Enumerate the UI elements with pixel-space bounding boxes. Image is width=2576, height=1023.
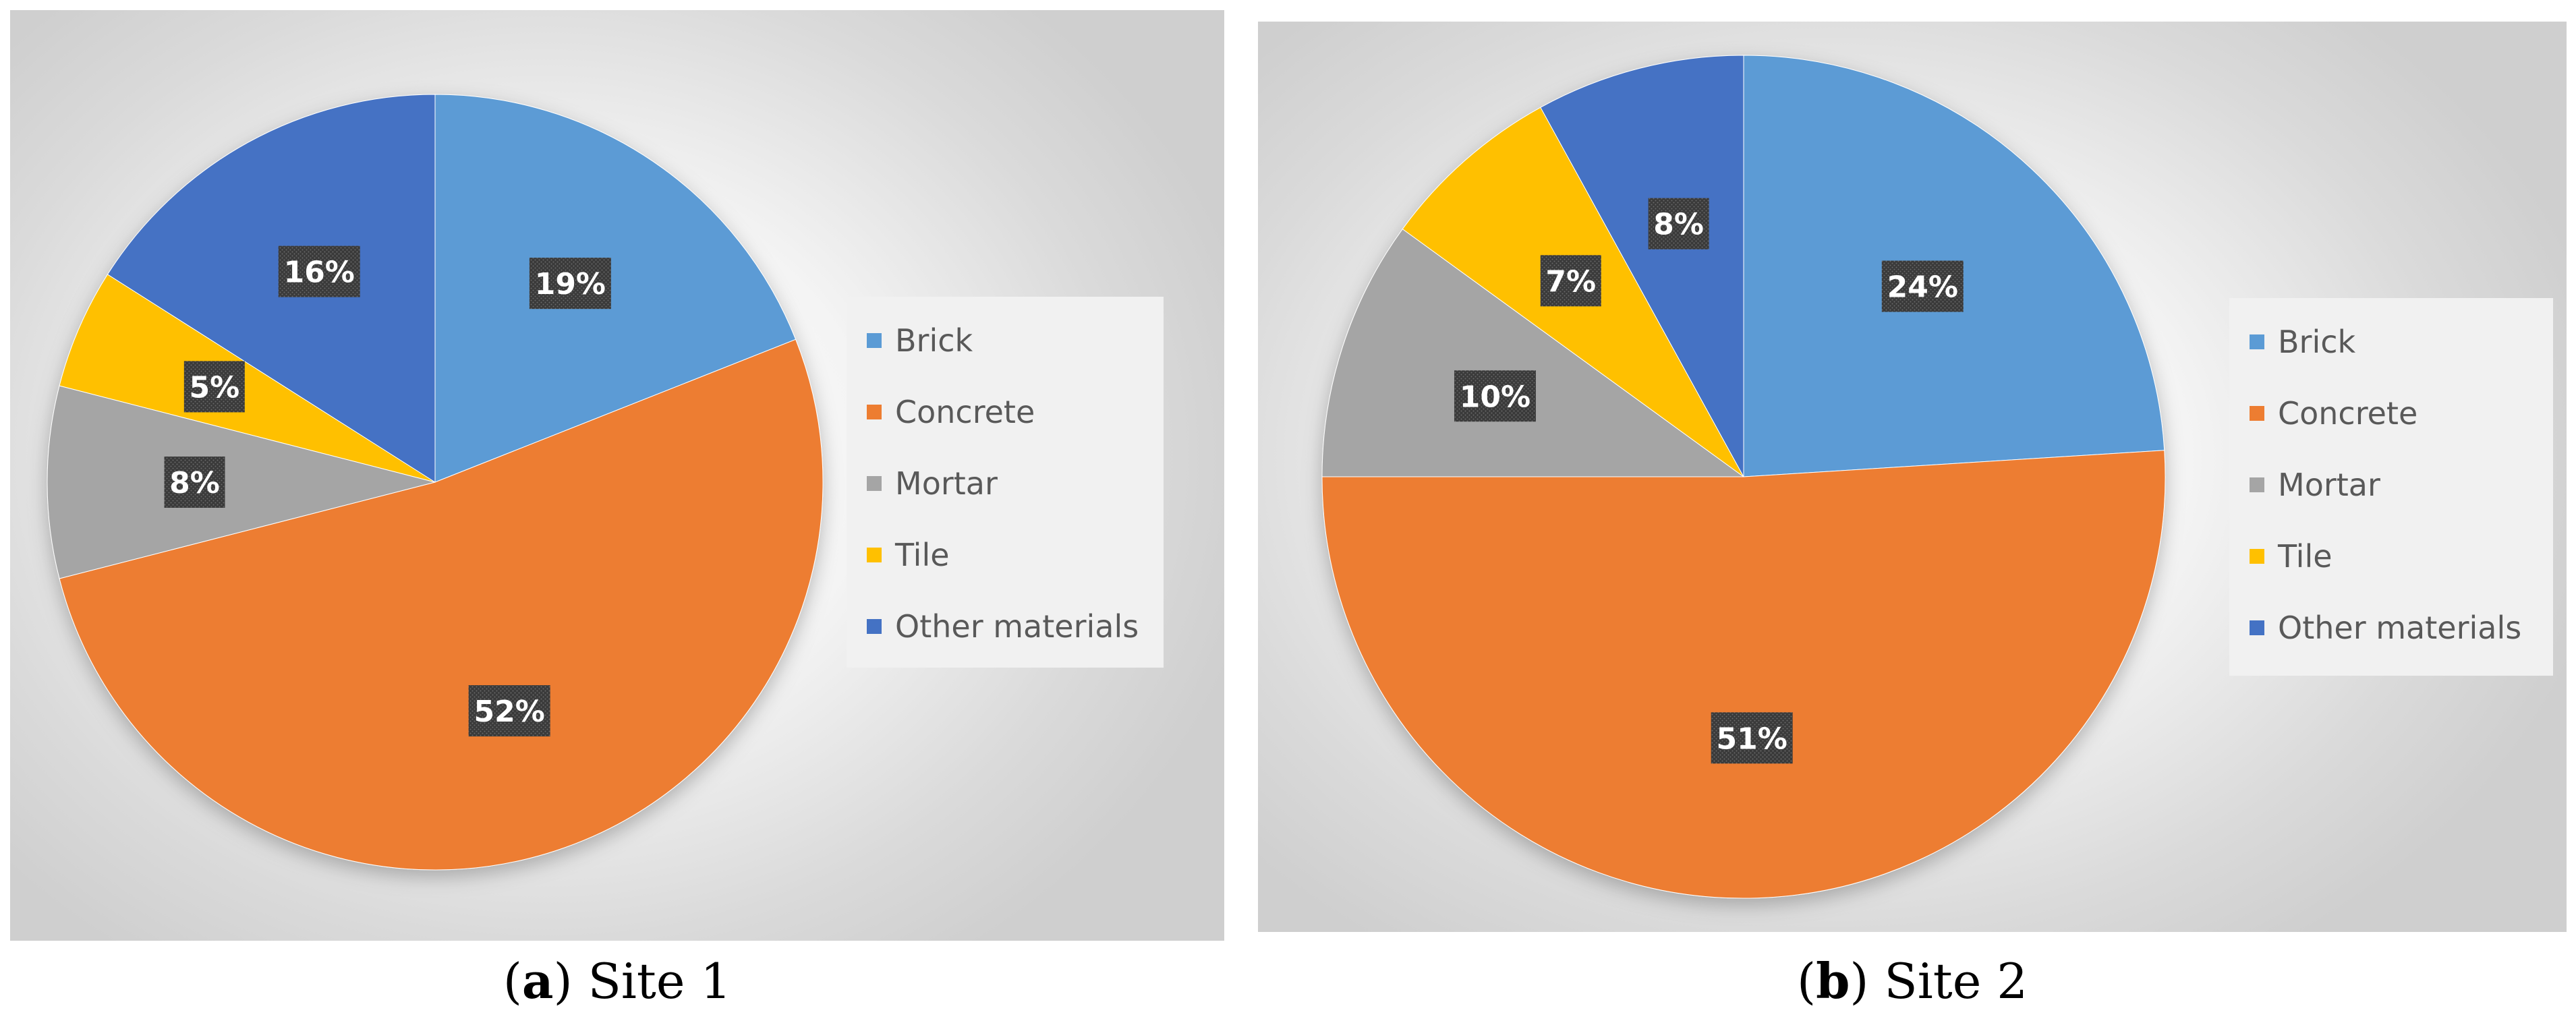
pie-slice-other-materials (1540, 55, 1744, 477)
legend-swatch (2250, 406, 2264, 421)
legend-label: Tile (2278, 538, 2332, 575)
legend-site-2: Brick Concrete Mortar Tile Other materia… (2229, 298, 2553, 676)
legend-label: Concrete (2278, 395, 2418, 432)
caption-text: Site 2 (1884, 953, 2028, 1010)
legend-label: Concrete (895, 394, 1035, 430)
pie-slice-other-materials (107, 94, 436, 483)
pie-slices (1321, 55, 2166, 899)
pie-slice-concrete (1321, 450, 2166, 899)
data-label-brick: 24% (1881, 260, 1964, 312)
caption-site-2: (b) Site 2 (1796, 952, 2028, 1010)
pie-slices (47, 94, 824, 871)
pie-slice-brick (434, 94, 797, 483)
data-label-text: 7% (1545, 264, 1596, 299)
legend-swatch (867, 476, 882, 491)
data-label-box (183, 361, 245, 413)
data-label-mortar: 10% (1454, 370, 1536, 422)
data-label-box (278, 245, 360, 297)
data-label-text: 8% (1653, 208, 1704, 242)
data-label-brick: 19% (529, 258, 611, 310)
data-label-text: 51% (1717, 722, 1787, 756)
legend-label: Tile (895, 537, 950, 573)
legend-item-mortar: Mortar (867, 448, 1164, 519)
legend-swatch (2250, 620, 2264, 635)
pie-slice-mortar (1321, 228, 1745, 477)
legend-item-brick: Brick (867, 305, 1164, 376)
data-label-box (529, 258, 611, 310)
legend-swatch (2250, 477, 2264, 492)
chart-panel-site-2: 24% 51% 10% 7% 8% Brick Concrete Mortar Tile… (1258, 22, 2567, 932)
data-label-tile: 5% (183, 361, 245, 413)
legend-label: Mortar (2278, 467, 2380, 503)
data-label-text: 52% (474, 695, 545, 729)
legend-item-other-materials: Other materials (867, 591, 1164, 662)
pie-slice-concrete (59, 339, 824, 871)
pie-slice-mortar (47, 385, 436, 579)
legend-label: Other materials (2278, 610, 2522, 646)
caption-letter: b (1816, 952, 1850, 1010)
legend-swatch (867, 548, 882, 562)
data-label-box (468, 685, 550, 737)
legend-item-concrete: Concrete (867, 376, 1164, 448)
legend-item-other-materials: Other materials (2250, 592, 2553, 664)
caption-text: Site 1 (588, 953, 732, 1010)
data-label-text: 16% (284, 256, 355, 290)
legend-item-brick: Brick (2250, 306, 2553, 378)
legend-label: Brick (895, 322, 973, 359)
legend-label: Brick (2278, 324, 2356, 360)
data-label-box (1540, 255, 1601, 307)
legend-item-concrete: Concrete (2250, 378, 2553, 449)
legend-item-tile: Tile (2250, 521, 2553, 592)
data-label-text: 24% (1887, 270, 1958, 305)
data-label-other-materials: 8% (1648, 198, 1709, 250)
data-label-box (1881, 260, 1964, 312)
caption-letter: a (521, 952, 554, 1010)
pie-data-labels: 24% 51% 10% 7% 8% (1454, 198, 1964, 764)
data-label-tile: 7% (1540, 255, 1601, 307)
pie-slice-tile (59, 274, 436, 483)
data-label-box (1454, 370, 1536, 422)
legend-site-1: Brick Concrete Mortar Tile Other materia… (847, 297, 1164, 668)
legend-swatch (867, 333, 882, 348)
legend-item-tile: Tile (867, 519, 1164, 591)
data-label-text: 8% (169, 466, 220, 500)
data-label-concrete: 52% (468, 685, 550, 737)
data-label-box (164, 457, 225, 508)
legend-swatch (2250, 549, 2264, 564)
caption-site-1: (a) Site 1 (503, 952, 732, 1010)
legend-swatch (2250, 334, 2264, 349)
data-label-box (1711, 712, 1793, 764)
data-label-text: 5% (189, 370, 239, 405)
data-label-other-materials: 16% (278, 245, 360, 297)
chart-panel-site-1: 19% 52% 8% 5% 16% Brick Concrete Mortar Tile… (10, 10, 1224, 941)
data-label-text: 10% (1460, 380, 1530, 414)
legend-item-mortar: Mortar (2250, 449, 2553, 521)
data-label-text: 19% (535, 267, 606, 301)
legend-swatch (867, 405, 882, 419)
data-label-box (1648, 198, 1709, 250)
legend-swatch (867, 619, 882, 634)
legend-label: Other materials (895, 608, 1139, 645)
data-label-concrete: 51% (1711, 712, 1793, 764)
data-label-mortar: 8% (164, 457, 225, 508)
pie-data-labels: 19% 52% 8% 5% 16% (164, 245, 611, 737)
pie-chart-site-1: 19% 52% 8% 5% 16% (47, 94, 824, 871)
legend-label: Mortar (895, 465, 998, 502)
pie-chart-site-2: 24% 51% 10% 7% 8% (1321, 55, 2166, 899)
